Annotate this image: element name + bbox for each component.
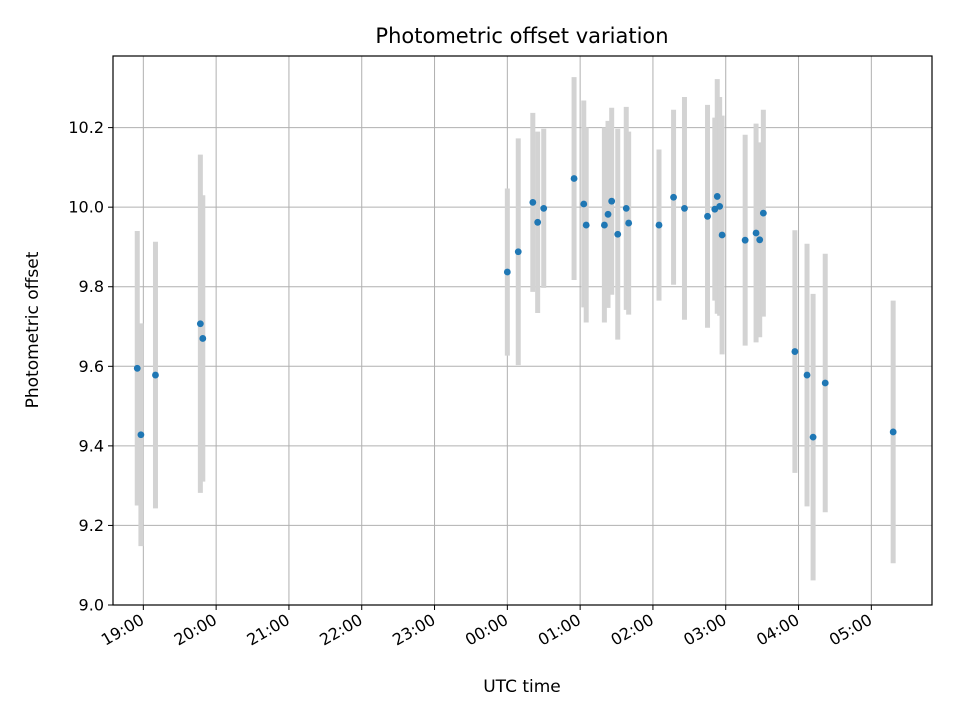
data-point	[580, 200, 588, 208]
data-point	[741, 236, 749, 244]
data-point	[791, 348, 799, 355]
data-point	[670, 193, 677, 201]
y-tick-label: 9.2	[79, 516, 104, 535]
data-point	[503, 268, 511, 276]
data-point	[704, 212, 711, 220]
data-point	[655, 221, 663, 229]
data-point	[133, 364, 141, 372]
point-layer	[133, 175, 897, 441]
chart-title: Photometric offset variation	[375, 24, 668, 48]
data-point	[713, 193, 721, 200]
data-point	[803, 371, 811, 379]
data-point	[152, 371, 159, 379]
data-point	[759, 209, 767, 217]
data-point	[570, 175, 578, 182]
data-point	[756, 236, 764, 244]
y-tick-label: 9.4	[79, 436, 104, 455]
plot-frame	[112, 55, 933, 606]
y-tick-label: 10.2	[68, 118, 104, 137]
data-point	[199, 335, 207, 342]
data-point	[514, 248, 522, 256]
data-point	[809, 433, 817, 441]
data-point	[625, 219, 633, 227]
data-point	[196, 320, 204, 328]
data-point	[718, 231, 726, 239]
x-axis-label: UTC time	[483, 677, 561, 697]
data-point	[716, 202, 724, 210]
y-tick-label: 9.6	[79, 357, 104, 376]
data-point	[821, 379, 829, 387]
data-point	[889, 428, 897, 436]
y-tick-label: 10.0	[68, 198, 104, 217]
data-point	[604, 210, 612, 218]
data-point	[622, 204, 630, 212]
data-point	[137, 431, 145, 439]
data-point	[601, 221, 608, 229]
data-point	[582, 221, 590, 229]
data-point	[681, 204, 688, 212]
y-tick-label: 9.0	[79, 596, 104, 615]
y-tick-label: 9.8	[79, 277, 104, 296]
data-point	[752, 229, 760, 237]
data-point	[540, 204, 548, 212]
data-point	[608, 197, 616, 205]
data-point	[614, 230, 622, 238]
data-point	[529, 199, 537, 206]
y-axis-label: Photometric offset	[23, 251, 43, 408]
data-point	[534, 218, 542, 226]
